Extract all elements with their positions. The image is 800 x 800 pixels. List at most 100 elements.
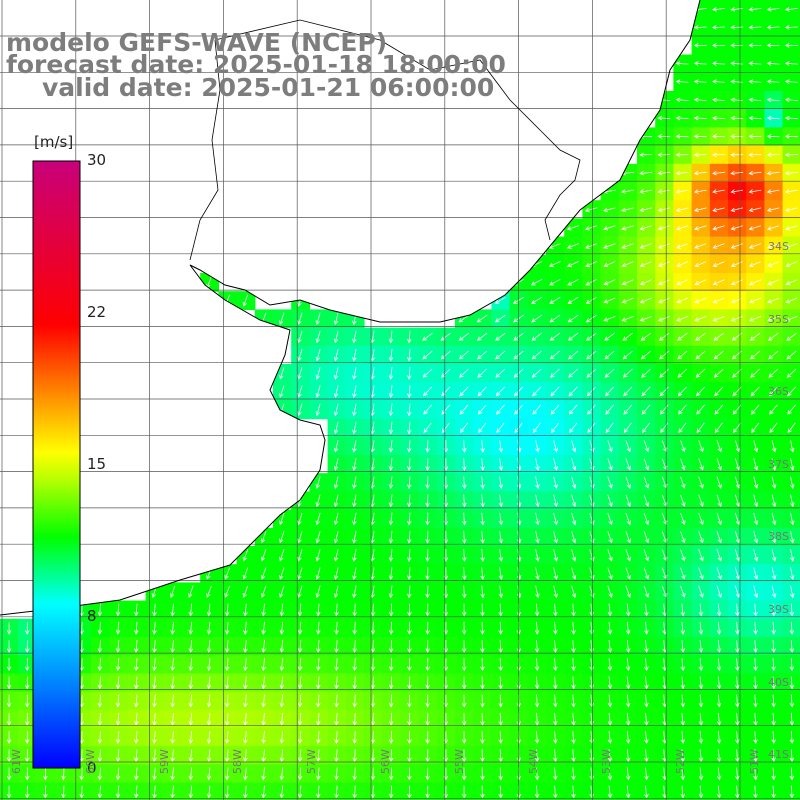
wind-arrow bbox=[461, 439, 467, 453]
wind-arrow bbox=[749, 279, 761, 286]
wind-arrow bbox=[316, 603, 321, 617]
wind-arrow bbox=[569, 422, 578, 434]
field-cell bbox=[600, 382, 620, 401]
wind-arrow bbox=[425, 694, 430, 708]
field-cell bbox=[782, 637, 800, 656]
wind-arrow bbox=[622, 332, 633, 341]
wind-arrow bbox=[534, 603, 540, 617]
wind-arrow bbox=[297, 385, 303, 398]
wind-arrow bbox=[534, 640, 540, 653]
wind-arrow bbox=[334, 676, 339, 690]
wind-arrow bbox=[571, 676, 576, 690]
wind-arrow bbox=[603, 243, 616, 249]
wind-arrow bbox=[422, 368, 433, 378]
wind-arrow bbox=[585, 296, 597, 304]
wind-arrow bbox=[771, 567, 777, 580]
wind-arrow bbox=[423, 386, 433, 397]
field-cell bbox=[600, 364, 620, 383]
wind-arrow bbox=[548, 243, 561, 249]
wind-arrow bbox=[297, 749, 303, 763]
wind-arrow bbox=[784, 61, 798, 66]
wind-arrow bbox=[712, 261, 725, 267]
wind-arrow bbox=[279, 512, 285, 526]
field-cell bbox=[728, 382, 747, 401]
wind-arrow bbox=[370, 767, 376, 781]
wind-arrow bbox=[753, 530, 759, 544]
wind-arrow bbox=[134, 712, 139, 726]
wind-arrow bbox=[553, 585, 558, 599]
wind-arrow bbox=[352, 439, 357, 453]
wind-arrow bbox=[279, 549, 285, 562]
wind-arrow bbox=[334, 749, 339, 763]
wind-arrow bbox=[169, 585, 176, 598]
wind-arrow bbox=[571, 567, 577, 580]
wind-arrow bbox=[621, 279, 634, 286]
field-cell bbox=[782, 564, 800, 583]
wind-arrow bbox=[713, 332, 724, 341]
wind-arrow bbox=[680, 440, 686, 453]
wind-arrow bbox=[407, 458, 412, 471]
wind-arrow bbox=[607, 658, 613, 672]
wind-arrow bbox=[498, 603, 503, 617]
wind-arrow bbox=[334, 640, 339, 653]
wind-arrow bbox=[553, 640, 558, 653]
wind-arrow bbox=[422, 332, 433, 341]
wind-arrow bbox=[425, 749, 430, 763]
wind-arrow bbox=[787, 386, 797, 397]
wind-arrow bbox=[607, 676, 613, 690]
field-cell bbox=[691, 418, 711, 438]
field-cell bbox=[782, 728, 800, 747]
wind-arrow bbox=[639, 279, 652, 286]
wind-arrow bbox=[480, 694, 485, 708]
wind-arrow bbox=[785, 225, 798, 231]
wind-arrow bbox=[407, 621, 412, 635]
wind-arrow bbox=[461, 603, 467, 617]
wind-arrow bbox=[698, 603, 704, 617]
field-cell bbox=[655, 400, 674, 420]
wind-arrow bbox=[643, 585, 650, 598]
wind-arrow bbox=[712, 243, 725, 249]
wind-arrow bbox=[188, 694, 194, 708]
wind-arrow bbox=[607, 440, 613, 453]
wind-arrow bbox=[607, 531, 613, 544]
wind-arrow bbox=[495, 350, 506, 360]
wind-arrow bbox=[531, 296, 543, 304]
wind-arrow bbox=[224, 585, 230, 598]
wind-arrow bbox=[658, 279, 670, 286]
wind-arrow bbox=[495, 386, 505, 397]
wind-arrow bbox=[680, 785, 686, 799]
wind-arrow bbox=[206, 603, 212, 617]
wind-arrow bbox=[334, 658, 339, 672]
wind-arrow bbox=[224, 731, 230, 744]
wind-arrow bbox=[170, 694, 175, 708]
wind-arrow bbox=[534, 621, 540, 635]
coastline-path bbox=[0, 0, 701, 616]
wind-arrow bbox=[407, 439, 412, 453]
wind-arrow bbox=[315, 403, 321, 417]
wind-arrow bbox=[680, 676, 686, 690]
field-cell bbox=[546, 273, 565, 292]
wind-arrow bbox=[548, 261, 561, 268]
wind-arrow bbox=[61, 767, 66, 781]
wind-arrow bbox=[407, 512, 412, 526]
wind-arrow bbox=[480, 621, 485, 635]
wind-arrow bbox=[480, 712, 485, 726]
wind-arrow bbox=[716, 494, 722, 507]
coastline bbox=[0, 0, 701, 616]
wind-arrow bbox=[643, 440, 650, 453]
wind-arrow bbox=[297, 767, 303, 781]
wind-arrow bbox=[584, 207, 598, 213]
wind-arrow bbox=[698, 658, 704, 672]
wind-arrow bbox=[571, 549, 577, 562]
field-cell bbox=[509, 309, 529, 329]
wind-arrow bbox=[605, 422, 614, 434]
wind-arrow bbox=[571, 512, 577, 526]
lon-label: 54W bbox=[526, 749, 540, 774]
wind-arrow bbox=[621, 225, 634, 231]
wind-arrow bbox=[279, 676, 285, 690]
wind-arrow bbox=[625, 549, 631, 562]
wind-arrow bbox=[115, 658, 121, 672]
wind-arrow bbox=[297, 330, 303, 344]
wind-arrow bbox=[24, 676, 30, 690]
